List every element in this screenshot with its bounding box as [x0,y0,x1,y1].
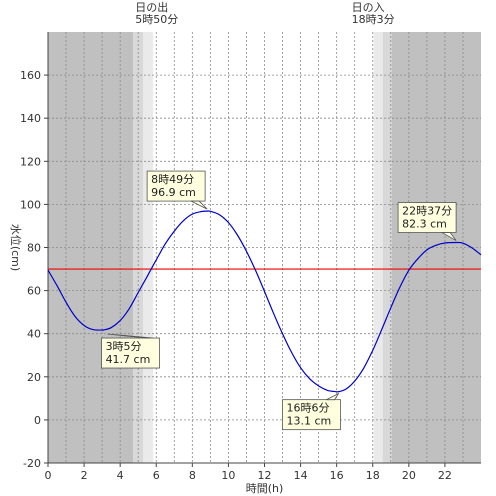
y-tick-label: 60 [27,285,41,298]
x-axis-label: 時間(h) [246,482,284,495]
twilight-band [133,32,144,463]
y-axis-label: 水位(cm) [9,224,23,271]
x-tick-label: 6 [153,469,160,482]
sunrise-label: 日の出 [135,0,168,14]
y-tick-label: 0 [34,414,41,427]
annotation-pointer [190,200,208,210]
x-tick-label: 20 [402,469,416,482]
annotation-time: 8時49分 [151,173,194,186]
annotation-value: 96.9 cm [151,186,196,199]
annotation-time: 3時5分 [106,340,142,353]
annotation-value: 13.1 cm [286,415,331,428]
y-tick-label: 40 [27,328,41,341]
x-tick-label: 22 [438,469,452,482]
sunset-label: 日の入 [352,1,385,14]
annotation-pointer [326,392,340,401]
x-tick-label: 10 [221,469,235,482]
annotation-value: 41.7 cm [106,353,151,366]
sun-labels: 日の出 5時50分 日の入 18時3分 [135,0,394,26]
annotation-box [146,170,206,202]
x-tick-label: 16 [330,469,344,482]
x-tick-label: 18 [366,469,380,482]
x-tick-label: 0 [45,469,52,482]
x-tick-label: 4 [117,469,124,482]
annotation-box [282,399,341,431]
twilight-band [382,32,392,463]
annotation-pointer [440,232,457,241]
x-tick-label: 8 [189,469,196,482]
x-axis-ticks: 0 2 4 6 8 10 12 14 16 18 20 22 [45,463,452,482]
y-tick-label: 20 [27,371,41,384]
y-tick-label: 80 [27,242,41,255]
annotation-box [397,202,457,233]
y-tick-label: 120 [20,155,41,168]
y-tick-label: 100 [20,198,41,211]
twilight-band [373,32,383,463]
x-tick-label: 2 [81,469,88,482]
x-tick-label: 12 [258,469,272,482]
sunrise-time: 5時50分 [135,13,178,26]
annotation-value: 82.3 cm [402,218,447,231]
y-tick-label: -20 [23,457,41,470]
y-axis-ticks: -20 0 20 40 60 80 100 120 140 160 [20,69,48,470]
sunset-time: 18時3分 [352,13,395,26]
y-tick-label: 160 [20,69,41,82]
annotation-box [101,337,160,369]
y-tick-label: 140 [20,112,41,125]
annotation-pointer [107,333,154,339]
tide-line [47,210,482,393]
x-tick-label: 14 [294,469,308,482]
annotation-time: 16時6分 [286,402,329,415]
night-band [48,32,134,463]
annotation-time: 22時37分 [402,205,452,218]
